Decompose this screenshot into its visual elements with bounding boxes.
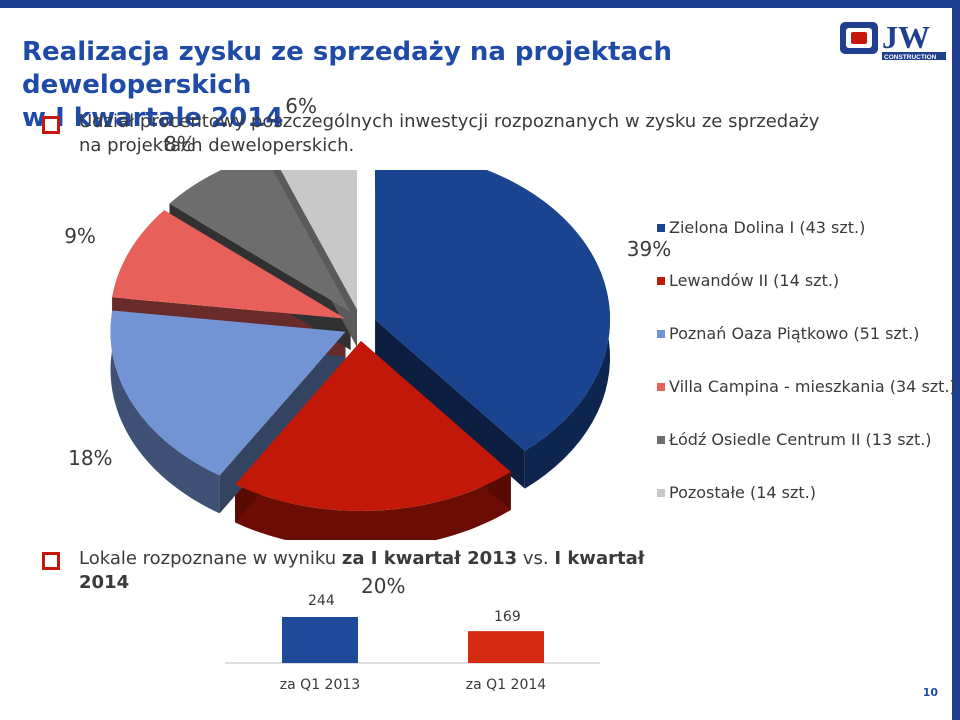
bar-0: [282, 617, 358, 663]
pie-slice-side-2: [110, 310, 220, 514]
legend-swatch: [657, 277, 665, 285]
pie-value-label-2: 18%: [68, 446, 113, 471]
legend-swatch: [657, 224, 665, 232]
bullet2-prefix: Lokale rozpoznane w wyniku: [79, 548, 342, 569]
logo-subtext: CONSTRUCTION: [884, 54, 937, 61]
pie-slice-tops: [110, 170, 610, 511]
pie-value-label-1: 20%: [361, 573, 406, 598]
pie-slice-3: [112, 210, 346, 319]
pie-value-label-0: 39%: [626, 237, 672, 262]
pie-slice-2: [110, 310, 346, 476]
pie-chart: [110, 170, 610, 540]
pie-value-label-5: 6%: [285, 93, 317, 118]
legend-label: Pozostałe (14 szt.): [669, 483, 816, 502]
legend-label: Łódź Osiedle Centrum II (13 szt.): [669, 430, 932, 449]
slide-title: Realizacja zysku ze sprzedaży na projekt…: [22, 36, 822, 135]
bar-1: [468, 631, 544, 663]
legend-swatch: [657, 383, 665, 391]
pie-value-label-4: 8%: [164, 132, 196, 157]
legend-label: Lewandów II (14 szt.): [669, 271, 840, 290]
bar-category-label-0: za Q1 2013: [280, 677, 360, 693]
pie-slice-side-1: [235, 471, 511, 540]
slide-title-line1: Realizacja zysku ze sprzedaży na projekt…: [22, 37, 672, 100]
legend-label: Villa Campina - mieszkania (34 szt.): [669, 377, 956, 396]
bullet2-bold2: I kwartał 2014: [79, 548, 645, 593]
bullet-marker-1: [42, 116, 60, 134]
pie-slice-4: [169, 170, 351, 313]
legend-label: Zielona Dolina I (43 szt.): [669, 218, 866, 237]
pie-slice-0: [375, 170, 610, 451]
legend-swatch: [657, 489, 665, 497]
bullet2-bold1: za I kwartał 2013: [341, 548, 518, 569]
bar-value-label-0: 244: [308, 593, 335, 609]
pie-value-label-3: 9%: [64, 224, 96, 249]
legend-swatch: [657, 436, 665, 444]
page-number: 10: [922, 686, 938, 699]
bullet2-mid: vs.: [517, 548, 555, 569]
pie-slice-5: [280, 170, 358, 310]
pie-slice-1: [235, 340, 511, 511]
bar-value-label-1: 169: [494, 609, 521, 625]
jw-construction-logo: JW CONSTRUCTION: [840, 19, 946, 61]
bullet-text-1: Udział procentowy poszczególnych inwesty…: [79, 111, 820, 156]
logo-text: JW: [882, 19, 930, 55]
top-accent-bar: [0, 0, 960, 8]
right-accent-bar: [952, 0, 960, 720]
bullet-marker-2: [42, 552, 60, 570]
slide-title-line2: w I kwartale 2014: [22, 103, 284, 133]
bar-chart: 244 za Q1 2013 169 za Q1 2014: [225, 593, 600, 693]
legend-label: Poznań Oaza Piątkowo (51 szt.): [669, 324, 920, 343]
legend-swatch: [657, 330, 665, 338]
bullet-text-2: Lokale rozpoznane w wyniku za I kwartał …: [79, 547, 699, 595]
bar-category-label-1: za Q1 2014: [466, 677, 546, 693]
pie-slice-wall-0-1: [375, 319, 525, 489]
